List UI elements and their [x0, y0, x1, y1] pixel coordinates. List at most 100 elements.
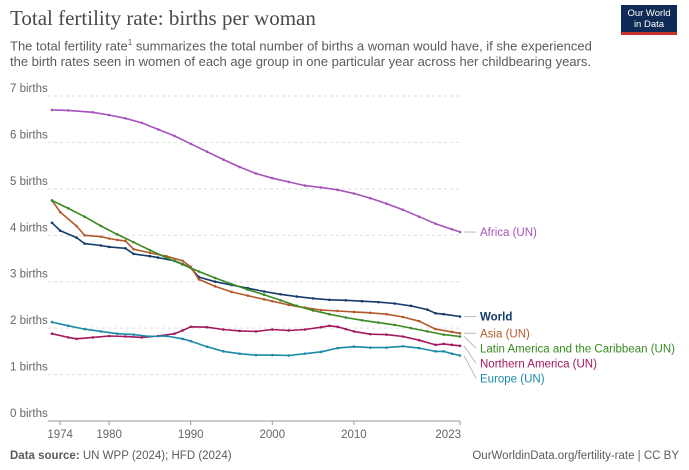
data-point[interactable] [409, 326, 413, 330]
data-point[interactable] [173, 134, 176, 138]
series-line[interactable] [51, 199, 461, 338]
data-point[interactable] [426, 308, 429, 311]
data-point[interactable] [311, 309, 315, 312]
data-point[interactable] [67, 324, 70, 328]
data-point[interactable] [189, 142, 193, 146]
data-point[interactable] [271, 353, 274, 357]
data-point[interactable] [107, 334, 111, 338]
data-point[interactable] [303, 352, 307, 355]
data-point[interactable] [434, 343, 437, 347]
data-point[interactable] [222, 350, 225, 353]
data-point[interactable] [458, 354, 462, 357]
data-point[interactable] [295, 304, 299, 308]
data-point[interactable] [287, 303, 290, 307]
data-point[interactable] [319, 350, 323, 354]
data-point[interactable] [58, 210, 62, 214]
data-point[interactable] [83, 233, 86, 237]
data-point[interactable] [368, 196, 372, 200]
data-point[interactable] [426, 330, 429, 333]
data-point[interactable] [222, 158, 225, 161]
data-point[interactable] [246, 288, 250, 291]
data-point[interactable] [401, 315, 405, 319]
data-point[interactable] [417, 215, 421, 219]
data-point[interactable] [254, 353, 258, 357]
data-point[interactable] [164, 334, 168, 338]
data-point[interactable] [99, 224, 103, 228]
data-point[interactable] [442, 333, 445, 336]
data-point[interactable] [417, 319, 421, 323]
data-point[interactable] [450, 343, 454, 347]
data-point[interactable] [458, 230, 462, 234]
data-point[interactable] [91, 110, 95, 114]
data-point[interactable] [401, 335, 405, 338]
data-point[interactable] [107, 245, 111, 249]
data-point[interactable] [132, 333, 135, 336]
data-point[interactable] [344, 298, 348, 302]
data-point[interactable] [458, 315, 462, 318]
data-point[interactable] [336, 346, 339, 350]
data-point[interactable] [458, 335, 462, 338]
data-point[interactable] [442, 312, 445, 316]
data-point[interactable] [156, 256, 160, 259]
data-point[interactable] [417, 346, 421, 350]
legend-label[interactable]: Europe (UN) [480, 373, 545, 385]
data-point[interactable] [99, 235, 103, 238]
data-point[interactable] [303, 328, 307, 331]
data-point[interactable] [303, 184, 307, 187]
legend-label[interactable]: Africa (UN) [480, 227, 537, 239]
footnote-marker[interactable]: 1 [127, 38, 133, 47]
data-point[interactable] [450, 352, 454, 355]
data-point[interactable] [434, 311, 437, 315]
data-point[interactable] [287, 354, 290, 357]
series-line[interactable] [51, 222, 461, 318]
data-point[interactable] [132, 240, 135, 244]
series-line[interactable] [51, 109, 461, 233]
data-point[interactable] [124, 335, 127, 338]
data-point[interactable] [189, 339, 193, 343]
data-point[interactable] [368, 311, 372, 315]
footer-url[interactable]: OurWorldinData.org/fertility-rate | CC B… [472, 450, 679, 462]
data-point[interactable] [238, 165, 241, 169]
data-point[interactable] [222, 328, 225, 331]
data-point[interactable] [67, 336, 70, 339]
data-point[interactable] [197, 270, 201, 273]
data-point[interactable] [75, 224, 78, 228]
data-point[interactable] [148, 335, 152, 338]
data-point[interactable] [434, 327, 437, 331]
data-point[interactable] [91, 336, 95, 339]
data-point[interactable] [279, 292, 282, 296]
data-point[interactable] [385, 346, 388, 349]
legend-label[interactable]: Latin America and the Caribbean (UN) [480, 343, 675, 355]
data-point[interactable] [67, 207, 70, 210]
data-point[interactable] [271, 176, 274, 180]
data-point[interactable] [442, 342, 445, 346]
data-point[interactable] [115, 238, 119, 242]
data-point[interactable] [262, 293, 266, 297]
data-point[interactable] [50, 332, 54, 336]
data-point[interactable] [295, 295, 299, 298]
data-point[interactable] [115, 233, 119, 236]
data-point[interactable] [328, 298, 331, 302]
data-point[interactable] [311, 297, 315, 300]
data-point[interactable] [254, 172, 258, 175]
data-point[interactable] [75, 337, 78, 341]
series-line[interactable] [51, 325, 461, 347]
data-point[interactable] [434, 350, 437, 353]
data-point[interactable] [246, 294, 250, 297]
data-point[interactable] [132, 247, 135, 251]
data-point[interactable] [140, 121, 144, 125]
data-point[interactable] [181, 329, 184, 332]
data-point[interactable] [181, 337, 184, 341]
data-point[interactable] [442, 350, 445, 353]
data-point[interactable] [213, 285, 217, 288]
data-point[interactable] [50, 320, 54, 324]
data-point[interactable] [107, 113, 111, 117]
data-point[interactable] [124, 246, 127, 250]
data-point[interactable] [458, 331, 462, 335]
data-point[interactable] [99, 244, 103, 247]
data-point[interactable] [83, 327, 86, 331]
data-point[interactable] [409, 304, 413, 308]
data-point[interactable] [319, 186, 323, 189]
data-point[interactable] [271, 328, 274, 331]
data-point[interactable] [458, 344, 462, 348]
